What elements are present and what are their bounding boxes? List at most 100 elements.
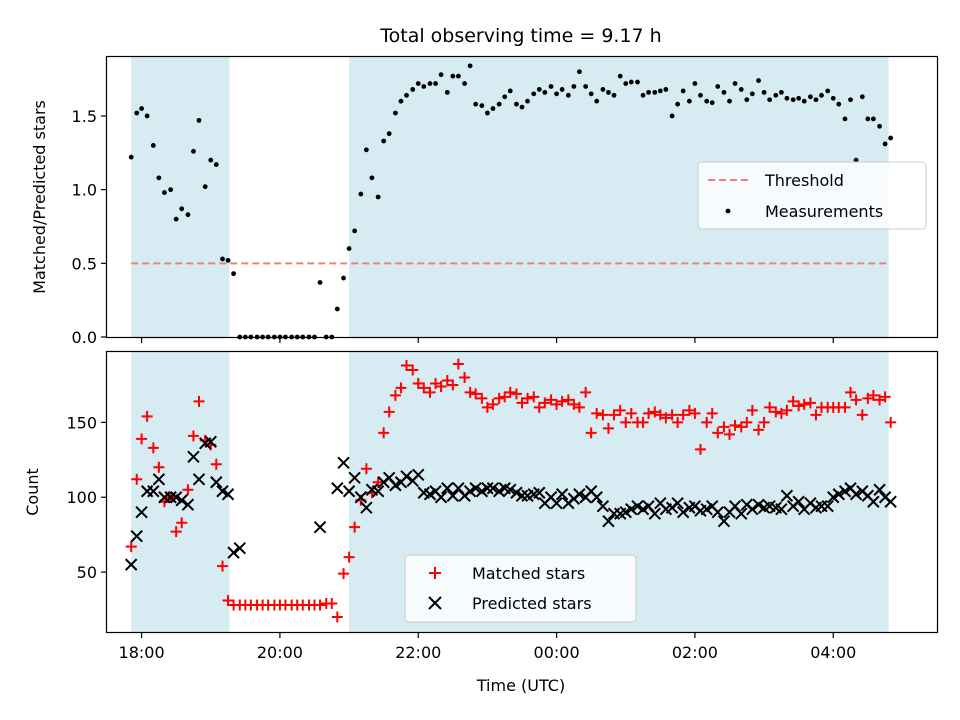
matched-point — [539, 397, 551, 409]
matched-point — [850, 394, 862, 406]
measurement-point — [761, 89, 767, 95]
measurement-point — [704, 98, 710, 104]
matched-point — [125, 541, 137, 553]
top-y-ticks: 0.0 0.5 1.0 1.5 — [72, 107, 107, 347]
matched-point — [874, 394, 886, 406]
matched-point — [459, 371, 471, 383]
measurement-point — [542, 89, 548, 95]
measurement-point — [531, 91, 537, 97]
measurement-point — [801, 98, 807, 104]
measurement-point — [162, 190, 167, 195]
matched-point — [504, 386, 516, 398]
predicted-point — [504, 483, 517, 496]
measurement-point — [213, 162, 219, 167]
x-tick-label: 20:00 — [257, 643, 303, 662]
predicted-point — [671, 497, 684, 510]
measurement-point — [594, 98, 600, 104]
matched-point — [666, 409, 678, 421]
measurement-point — [156, 175, 162, 181]
measurement-point — [514, 101, 519, 107]
matched-point — [176, 517, 188, 529]
predicted-point — [400, 470, 413, 483]
matched-point — [141, 410, 153, 422]
predicted-point — [446, 489, 460, 502]
matched-point — [487, 398, 499, 410]
matched-point — [522, 392, 534, 404]
matched-point — [153, 461, 165, 473]
matched-point — [510, 388, 522, 400]
measurement-point — [185, 212, 191, 218]
matched-point — [476, 392, 488, 404]
predicted-point — [792, 495, 805, 508]
predicted-point — [596, 500, 610, 513]
measurement-point — [485, 110, 490, 116]
matched-point — [597, 409, 609, 421]
measurement-point — [173, 216, 179, 222]
predicted-point — [130, 529, 143, 543]
matched-point — [735, 421, 747, 433]
measurement-point — [853, 157, 859, 163]
matched-point — [418, 382, 430, 394]
predicted-point — [821, 500, 834, 513]
predicted-point — [625, 503, 638, 516]
measurement-point — [369, 175, 375, 181]
matched-point — [430, 377, 442, 389]
predicted-point — [780, 489, 794, 502]
measurement-point — [796, 95, 802, 101]
predicted-point — [648, 507, 662, 520]
predicted-point — [533, 486, 546, 499]
predicted-point — [469, 482, 482, 495]
measurement-point — [507, 88, 513, 94]
x-tick-label: 18:00 — [119, 643, 165, 662]
predicted-point — [735, 507, 748, 520]
predicted-point — [486, 482, 500, 495]
matched-point — [787, 395, 799, 407]
measurement-point — [548, 84, 554, 89]
matched-point — [435, 380, 447, 392]
matched-point — [643, 407, 655, 419]
measurement-point — [559, 87, 565, 92]
measurement-point — [727, 98, 732, 104]
predicted-point — [204, 435, 217, 449]
measurement-point — [756, 78, 761, 83]
measurement-point — [386, 131, 392, 137]
measurement-point — [611, 92, 617, 98]
measurement-point — [150, 143, 156, 148]
measurement-point — [882, 141, 888, 147]
measurement-point — [606, 89, 611, 95]
predicted-point — [412, 468, 425, 481]
matched-point — [608, 409, 620, 421]
measurement-point — [196, 117, 202, 123]
predicted-point — [867, 495, 880, 508]
matched-point — [331, 611, 343, 623]
measurement-point — [749, 91, 755, 97]
measurement-point — [421, 84, 427, 89]
matched-point — [136, 433, 148, 445]
measurement-point — [825, 88, 831, 94]
matched-point — [602, 422, 614, 434]
bottom-y-axis-label: Count — [23, 468, 42, 516]
predicted-point — [515, 489, 529, 502]
measurement-point — [139, 106, 144, 111]
measurement-point — [134, 110, 140, 116]
measurement-point — [715, 84, 721, 89]
predicted-point — [331, 482, 344, 495]
measurement-point — [819, 92, 824, 98]
matched-point — [614, 404, 626, 416]
matched-point — [580, 386, 592, 398]
predicted-point — [441, 482, 454, 495]
measurement-point — [519, 104, 525, 110]
measurement-point — [179, 206, 185, 212]
measurement-point — [583, 84, 589, 89]
matched-point — [724, 428, 735, 440]
matched-point — [545, 394, 557, 406]
measurement-point — [191, 148, 196, 154]
measurement-point — [588, 91, 594, 97]
predicted-point — [602, 514, 615, 528]
measurement-point — [652, 89, 658, 95]
measurement-point — [450, 73, 456, 79]
matched-point — [712, 427, 724, 439]
top-legend-box — [697, 161, 927, 230]
measurement-point — [663, 87, 669, 92]
predicted-point — [125, 558, 138, 571]
